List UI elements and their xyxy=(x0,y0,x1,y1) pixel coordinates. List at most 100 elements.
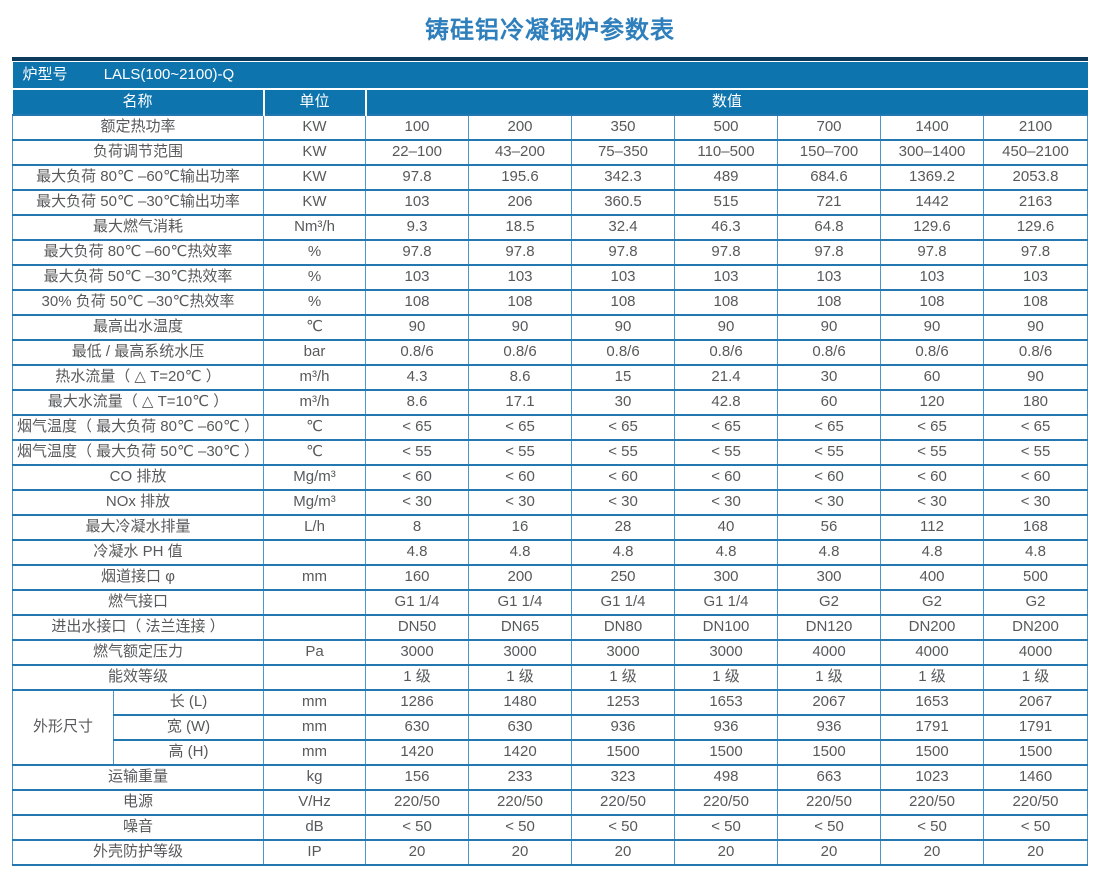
row-value-cell: 700 xyxy=(777,114,881,141)
table-row: 最大负荷 80℃ –60℃输出功率 KW 97.8 195.6 342.3 489 684.… xyxy=(12,164,1088,191)
row-value-cell: 168 xyxy=(983,514,1088,541)
row-unit-cell: KW xyxy=(263,139,366,166)
row-value-cell: 4000 xyxy=(983,639,1088,666)
row-value-cell: 129.6 xyxy=(880,214,984,241)
header-name: 名称 xyxy=(12,88,264,115)
row-value-cell: 56 xyxy=(777,514,881,541)
row-value-cell: 112 xyxy=(880,514,984,541)
row-value-cell: 4.8 xyxy=(983,539,1088,566)
row-value-cell: < 65 xyxy=(983,414,1088,441)
row-value-cell: 195.6 xyxy=(468,164,572,191)
row-value-cell: 46.3 xyxy=(674,214,778,241)
row-name-cell: 烟气温度（ 最大负荷 80℃ –60℃ ） xyxy=(12,414,264,441)
row-value-cell: 220/50 xyxy=(468,789,572,816)
row-value-cell: 60 xyxy=(880,364,984,391)
row-value-cell: 323 xyxy=(571,764,675,791)
row-value-cell: 90 xyxy=(983,364,1088,391)
row-value-cell: DN120 xyxy=(777,614,881,641)
row-value-cell: 160 xyxy=(365,564,469,591)
table-row: 高 (H) mm 1420 1420 1500 1500 1500 1500 1500 xyxy=(13,739,1088,766)
row-name-cell: 冷凝水 PH 值 xyxy=(12,539,264,566)
model-label: 炉型号 xyxy=(22,65,68,83)
table-row: 最大燃气消耗 Nm³/h 9.3 18.5 32.4 46.3 64.8 129.6 129.6 xyxy=(12,214,1088,241)
row-value-cell: 108 xyxy=(365,289,469,316)
row-value-cell: 2067 xyxy=(777,689,881,716)
row-value-cell: 32.4 xyxy=(571,214,675,241)
row-value-cell: 1253 xyxy=(571,689,675,716)
row-unit-cell: kg xyxy=(263,764,366,791)
row-value-cell: 75–350 xyxy=(571,139,675,166)
row-value-cell: 4.8 xyxy=(365,539,469,566)
header-value: 数值 xyxy=(364,88,1088,115)
row-value-cell: < 55 xyxy=(468,439,572,466)
table-row: 最低 / 最高系统水压 bar 0.8/6 0.8/6 0.8/6 0.8/6 0.8/6 0… xyxy=(12,339,1088,366)
row-value-cell: 90 xyxy=(880,314,984,341)
row-value-cell: DN65 xyxy=(468,614,572,641)
table-row: 烟道接口 φ mm 160 200 250 300 300 400 500 xyxy=(12,564,1088,591)
row-value-cell: < 50 xyxy=(777,814,881,841)
row-value-cell: 663 xyxy=(777,764,881,791)
row-value-cell: 4.8 xyxy=(571,539,675,566)
row-value-cell: < 30 xyxy=(880,489,984,516)
row-value-cell: < 50 xyxy=(880,814,984,841)
row-value-cell: 515 xyxy=(674,189,778,216)
row-value-cell: 103 xyxy=(468,264,572,291)
row-name-cell: 燃气额定压力 xyxy=(12,639,264,666)
row-unit-cell xyxy=(263,614,366,641)
row-value-cell: 489 xyxy=(674,164,778,191)
row-unit-cell: Mg/m³ xyxy=(263,464,366,491)
row-value-cell: 498 xyxy=(674,764,778,791)
row-name-cell: 最大负荷 50℃ –30℃输出功率 xyxy=(12,189,264,216)
row-value-cell: < 65 xyxy=(674,414,778,441)
row-value-cell: G1 1/4 xyxy=(674,589,778,616)
row-value-cell: DN50 xyxy=(365,614,469,641)
row-value-cell: 20 xyxy=(880,839,984,866)
row-value-cell: 60 xyxy=(777,389,881,416)
row-value-cell: 129.6 xyxy=(983,214,1088,241)
row-value-cell: 64.8 xyxy=(777,214,881,241)
row-name-cell: 热水流量（ △ T=20℃ ） xyxy=(12,364,264,391)
row-value-cell: 2100 xyxy=(983,114,1088,141)
table-row: 最大负荷 50℃ –30℃输出功率 KW 103 206 360.5 515 721 1442… xyxy=(12,189,1088,216)
row-value-cell: 90 xyxy=(571,314,675,341)
row-name-cell: NOx 排放 xyxy=(12,489,264,516)
row-value-cell: 1286 xyxy=(365,689,469,716)
row-value-cell: < 50 xyxy=(983,814,1088,841)
table-row: 外形尺寸长 (L) mm 1286 1480 1253 1653 2067 1653 2067 xyxy=(12,689,1088,766)
row-value-cell: 936 xyxy=(674,714,778,741)
row-group-label: 外形尺寸 xyxy=(12,689,114,766)
row-name-cell: 燃气接口 xyxy=(12,589,264,616)
row-value-cell: 97.8 xyxy=(468,239,572,266)
row-value-cell: < 30 xyxy=(983,489,1088,516)
row-name-cell: 能效等级 xyxy=(12,664,264,691)
row-value-cell: 0.8/6 xyxy=(571,339,675,366)
row-value-cell: 150–700 xyxy=(777,139,881,166)
table-row: 最大水流量（ △ T=10℃ ） m³/h 8.6 17.1 30 42.8 60 120 18… xyxy=(12,389,1088,416)
spec-table-container: 炉型号 LALS(100~2100)-Q 名称 单位 数值 额定热功率 KW 100… xyxy=(12,57,1088,866)
row-value-cell: 18.5 xyxy=(468,214,572,241)
row-value-cell: 4.8 xyxy=(777,539,881,566)
row-value-cell: 1 级 xyxy=(468,664,572,691)
table-row: 热水流量（ △ T=20℃ ） m³/h 4.3 8.6 15 21.4 30 60 90 xyxy=(12,364,1088,391)
row-value-cell: 22–100 xyxy=(365,139,469,166)
row-value-cell: 8 xyxy=(365,514,469,541)
row-value-cell: < 50 xyxy=(365,814,469,841)
row-value-cell: 220/50 xyxy=(880,789,984,816)
row-unit-cell: % xyxy=(263,239,366,266)
row-value-cell: < 60 xyxy=(983,464,1088,491)
row-name-cell: 最高出水温度 xyxy=(12,314,264,341)
row-value-cell: 220/50 xyxy=(983,789,1088,816)
row-value-cell: 1 级 xyxy=(571,664,675,691)
row-value-cell: 630 xyxy=(468,714,572,741)
row-value-cell: 103 xyxy=(777,264,881,291)
row-value-cell: 0.8/6 xyxy=(880,339,984,366)
row-unit-cell: Nm³/h xyxy=(263,214,366,241)
row-unit-cell: KW xyxy=(263,164,366,191)
row-name-cell: 最大负荷 50℃ –30℃热效率 xyxy=(12,264,264,291)
row-value-cell: G1 1/4 xyxy=(571,589,675,616)
table-row: 冷凝水 PH 值 4.8 4.8 4.8 4.8 4.8 4.8 4.8 xyxy=(12,539,1088,566)
table-row: 最高出水温度 ℃ 90 90 90 90 90 90 90 xyxy=(12,314,1088,341)
table-row: 噪音 dB < 50 < 50 < 50 < 50 < 50 < 50 < 50 xyxy=(12,814,1088,841)
row-value-cell: < 55 xyxy=(571,439,675,466)
table-row: CO 排放 Mg/m³ < 60 < 60 < 60 < 60 < 60 < 60 < 60 xyxy=(12,464,1088,491)
